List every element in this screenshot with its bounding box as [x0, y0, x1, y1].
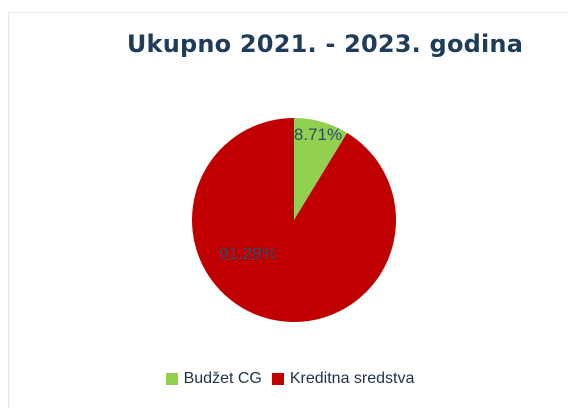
legend-label-kreditna: Kreditna sredstva	[289, 370, 415, 387]
legend-swatch-kreditna	[271, 373, 284, 385]
legend-label-budzet: Budžet CG	[183, 370, 262, 387]
legend-item-kreditna: Kreditna sredstva	[271, 370, 415, 388]
data-label-budzet: 8.71%	[294, 125, 342, 144]
legend-item-budzet: Budžet CG	[165, 370, 262, 388]
legend-swatch-budzet	[165, 373, 178, 385]
pie-slice-kreditna	[191, 118, 396, 322]
legend: Budžet CG Kreditna sredstva	[0, 370, 570, 388]
pie-slice-budzet	[294, 118, 348, 220]
data-label-kreditna: 91.28%	[219, 244, 277, 263]
chart-title: Ukupno 2021. - 2023. godina	[126, 30, 524, 58]
